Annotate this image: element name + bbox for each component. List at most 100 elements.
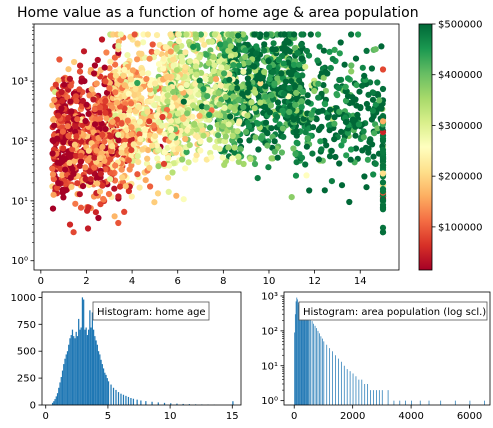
scatter-point [49,171,57,178]
scatter-point [274,99,282,106]
area-population-y-tick-label: 10² [261,326,278,337]
scatter-point [206,136,213,143]
area-population-bar [419,400,421,405]
scatter-point [120,72,127,79]
home-age-bar [140,400,142,405]
area-population-y-axis: 10⁰ 10¹ 10² 10³ [261,291,284,407]
home-age-bar [56,393,59,405]
colorbar-gradient [419,24,432,270]
scatter-point [96,104,104,111]
scatter-point [118,166,125,173]
scatter-point [212,76,220,83]
scatter-point [321,187,328,194]
scatter-point [344,93,352,100]
scatter-point [166,162,173,169]
scatter-point [96,155,103,162]
area-population-bar [370,390,371,405]
area-population-bar [307,316,309,405]
scatter-point [379,66,387,73]
home-age-bar [91,312,93,405]
scatter-point [101,157,108,164]
scatter-point [153,31,161,39]
scatter-point [193,152,200,159]
scatter-point [257,80,264,87]
scatter-point [54,184,61,192]
area-population-x-tick-label: 4000 [398,411,423,422]
home-age-bar [53,401,55,405]
scatter-point [55,179,62,187]
scatter-point [168,134,175,141]
scatter-point [180,98,187,105]
scatter-point [355,121,362,128]
scatter-point [368,65,375,72]
scatter-point [122,183,129,190]
scatter-point [173,139,180,146]
area-population-bar [323,341,325,405]
scatter-point [332,153,339,161]
area-population-bar [338,358,339,405]
scatter-point [115,219,122,227]
scatter-point [374,91,381,98]
scatter-point [175,37,182,45]
scatter-point [283,37,290,44]
scatter-point [363,47,370,55]
scatter-point [267,102,275,109]
scatter-point [92,209,99,216]
scatter-point [265,164,272,171]
scatter-point [192,31,199,38]
scatter-point [106,156,114,163]
scatter-point [231,144,238,151]
scatter-point [342,119,350,126]
scatter-x-tick-label: 14 [354,276,367,287]
scatter-point [149,41,156,48]
scatter-point [99,143,106,150]
scatter-point [280,45,287,52]
scatter-point [182,165,189,172]
scatter-point [223,64,230,71]
scatter-point [315,94,322,101]
scatter-point [290,145,297,152]
area-population-bar [300,309,301,405]
scatter-point [361,72,368,79]
home-age-bar [94,336,96,405]
scatter-point [268,92,275,99]
scatter-point [372,46,379,53]
scatter-point [85,147,92,154]
area-population-bar [305,314,306,405]
scatter-point [304,99,312,106]
scatter-point [210,53,217,61]
scatter-point [85,110,92,117]
scatter-point [320,82,327,89]
scatter-point [210,67,217,75]
scatter-point [338,128,345,135]
scatter-point [58,88,65,96]
area-population-bar [361,379,363,405]
scatter-point [80,48,88,55]
scatter-point [326,127,333,134]
home-age-bar [73,336,75,405]
home-age-bar [130,398,132,405]
area-population-bar [297,299,298,405]
scatter-point [154,155,161,162]
scatter-point [221,70,228,77]
area-population-bar [296,297,298,405]
home-age-bar [101,364,103,405]
scatter-point [360,128,367,135]
scatter-point [103,49,110,56]
scatter-x-tick-label: 10 [263,276,276,287]
scatter-point [178,85,185,92]
scatter-point [135,158,142,166]
scatter-point [65,66,72,73]
scatter-point [235,153,242,160]
scatter-point [105,190,113,198]
scatter-point [328,178,335,185]
scatter-point [370,171,377,178]
scatter-point [216,101,223,108]
scatter-point [186,142,193,149]
scatter-point [331,136,338,143]
scatter-x-tick-label: 2 [83,276,89,287]
scatter-point [147,81,154,88]
scatter-point [298,55,305,62]
scatter-point [170,88,177,96]
scatter-point [186,88,193,95]
